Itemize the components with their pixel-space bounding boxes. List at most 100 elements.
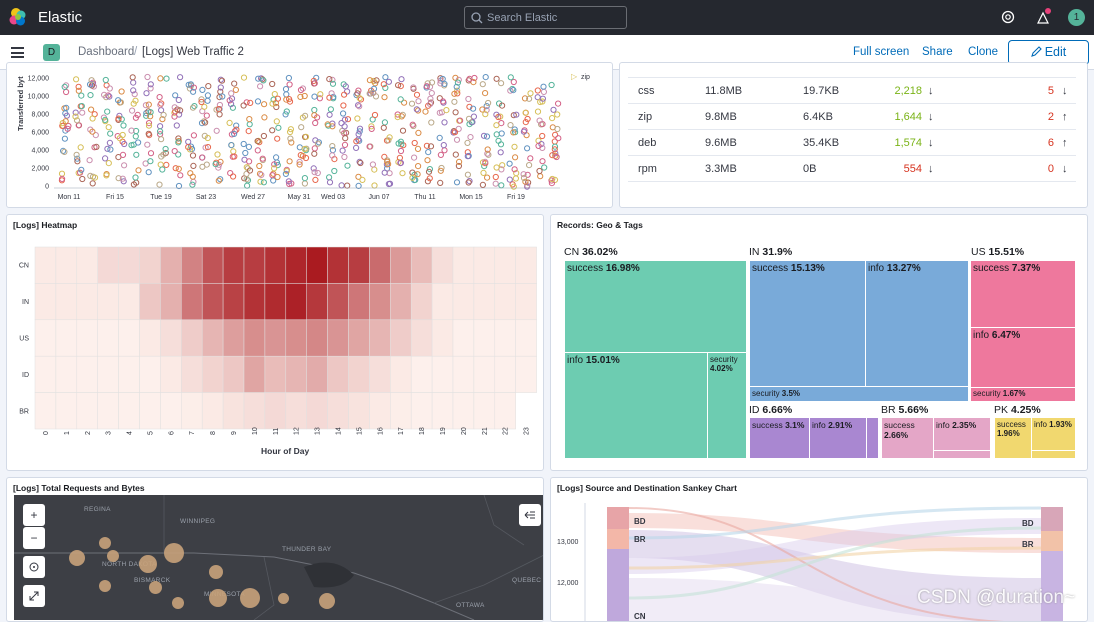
scatter-point [199,154,206,161]
scatter-point [437,179,444,187]
heatmap-col-label: 13 [315,427,322,435]
scatter-point [228,90,235,97]
scatter-point [317,91,324,98]
scatter-point [425,168,433,175]
scatter-point [381,119,388,126]
news-feed-icon[interactable] [1035,8,1053,26]
layer-control-button[interactable] [519,504,541,526]
help-icon[interactable] [1001,10,1015,24]
scatter-point [398,113,405,120]
map-bubble[interactable] [99,537,111,549]
map-bubble[interactable] [240,588,260,608]
map-bubble[interactable] [107,550,119,562]
share-link[interactable]: Share [922,46,953,58]
scatter-point [524,145,531,152]
tm-us-info[interactable]: info 6.47% [970,327,1076,388]
scatter-point [245,143,252,151]
user-avatar[interactable]: 1 [1068,9,1085,26]
scatter-point [353,138,360,145]
zoom-out-button[interactable]: − [23,527,45,549]
elastic-logo-icon[interactable] [8,7,28,27]
scatter-point [145,122,153,129]
breadcrumb-dashboard[interactable]: Dashboard [78,46,135,58]
scatter-point [408,100,416,107]
heatmap-cell [97,246,119,284]
map-bubble[interactable] [319,593,335,609]
scatter-point [441,80,448,87]
map-bubble[interactable] [149,581,162,594]
map-bubble[interactable] [209,565,223,579]
tm-id-success[interactable]: success 3.1% [749,417,810,459]
zoom-in-button[interactable]: + [23,504,45,526]
cell-count-trend: ↓ [928,163,934,175]
tm-br-info-label: info 2.35% [936,420,977,430]
tm-br-info[interactable]: info 2.35% [933,417,991,451]
tm-us-security[interactable]: security 1.67% [970,387,1076,402]
scatter-point [329,143,336,150]
scatter-point [254,147,261,154]
map-bubble[interactable] [209,589,227,607]
scatter-point [356,125,364,132]
sankey-node-right [1041,551,1063,621]
tm-in-success[interactable]: success 15.13% [749,260,866,387]
heatmap-cell [390,283,412,321]
menu-toggle-icon[interactable] [11,47,24,58]
tm-cn-security[interactable]: security 4.02% [707,352,747,459]
scatter-point [147,109,154,116]
heatmap-cell [473,283,496,321]
tm-id-security[interactable] [866,417,879,459]
map-bubble[interactable] [69,550,85,566]
scatter-point [147,85,154,92]
map-bubble[interactable] [164,543,184,563]
clone-link[interactable]: Clone [968,46,999,58]
tm-br-success[interactable]: success 2.66% [881,417,934,459]
scatter-point [397,159,404,167]
scatter-point [326,76,333,83]
tm-in-info[interactable]: info 13.27% [865,260,969,387]
map-bubble[interactable] [172,597,184,609]
map-bubble[interactable] [139,555,157,573]
scatter-point [156,93,163,101]
heatmap-cell [327,392,349,430]
scatter-point [423,83,430,90]
fit-bounds-button[interactable] [23,585,45,607]
search-input[interactable] [487,10,622,26]
heatmap-cell [452,283,475,321]
scatter-point [215,106,222,113]
heatmap-cell [285,355,307,393]
locate-button[interactable] [23,556,45,578]
heatmap-cell [285,283,307,321]
scatter-point [371,182,378,189]
map-canvas[interactable]: REGINA WINNIPEG THUNDER BAY NORTH DAKOTA… [14,495,543,620]
scatter-point [539,95,547,102]
breadcrumb-separator: / [134,46,138,58]
tm-cn-info[interactable]: info 15.01% [564,352,708,459]
space-badge[interactable]: D [43,44,60,61]
map-bubble[interactable] [278,593,289,604]
tm-br-security[interactable] [933,450,991,459]
scatter-point [217,158,224,166]
tm-cn-success[interactable]: success 16.98% [564,260,747,353]
scatter-point [89,115,96,122]
scatter-point [414,171,421,178]
scatter-point [227,170,234,177]
map-bubble[interactable] [99,580,111,592]
tm-pk-info[interactable]: info 1.93% [1031,417,1076,451]
heatmap-cell [327,246,349,284]
legend-triangle-icon: ▷ [571,72,578,81]
tm-id-info[interactable]: info 2.91% [809,417,867,459]
tm-pk-success[interactable]: success 1.96% [994,417,1032,459]
cell-ext: css [638,85,655,97]
tm-in-security[interactable]: security 3.5% [749,386,969,402]
tm-us-success[interactable]: success 7.37% [970,260,1076,328]
global-search[interactable] [464,6,627,29]
scatter-point [311,150,318,157]
scatter-point [185,144,192,151]
tm-pk-security[interactable] [1031,450,1076,459]
scatter-point [525,179,532,186]
heatmap-cell [264,319,287,357]
full-screen-link[interactable]: Full screen [853,46,910,58]
city-thunder-bay: THUNDER BAY [282,546,332,553]
scatter-point [344,162,351,169]
heatmap-col-label: 0 [43,431,50,435]
